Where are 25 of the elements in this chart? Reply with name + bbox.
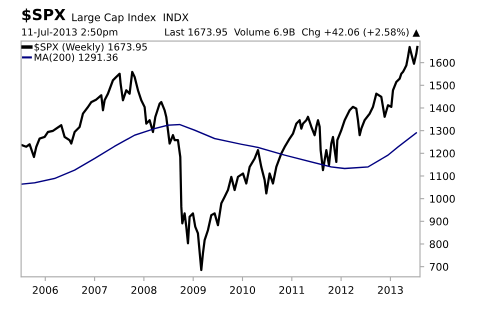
y-tick-label: 1500: [430, 82, 455, 90]
chart-subtitle: Large Cap Index INDX: [72, 13, 188, 24]
text: 11-Jul-2013 2:50pm: [22, 28, 118, 38]
x-tick-label: 2008: [131, 286, 156, 294]
y-tick-label: 1000: [430, 194, 455, 203]
y-tick-label: 700: [430, 262, 448, 271]
y-tick-label: 1400: [430, 104, 455, 112]
y-tick-label: 1200: [430, 150, 455, 158]
x-tick-label: 2011: [279, 286, 304, 294]
x-tick-label: 2007: [82, 286, 107, 294]
y-tick-label: 1300: [430, 126, 455, 135]
y-tick-label: 1600: [430, 58, 455, 67]
chart-title: $SPX: [22, 8, 66, 22]
x-tick-label: 2012: [328, 286, 354, 294]
y-tick-label: 800: [430, 240, 448, 248]
x-tick-label: 2013: [378, 286, 403, 294]
text: Last 1673.95 Volume 6.9B Chg +42.06 (+2.58%) ▲: [165, 28, 420, 38]
x-tick-label: 2006: [32, 286, 58, 294]
y-tick-label: 900: [430, 218, 448, 226]
x-tick-label: 2010: [230, 286, 256, 294]
legend-label: MA(200) 1291.36: [34, 53, 118, 62]
line-series: [21, 124, 417, 185]
x-tick-label: 2009: [180, 286, 206, 294]
legend-label: $SPX (Weekly) 1673.95: [34, 43, 147, 52]
y-tick-label: 1100: [430, 172, 455, 180]
